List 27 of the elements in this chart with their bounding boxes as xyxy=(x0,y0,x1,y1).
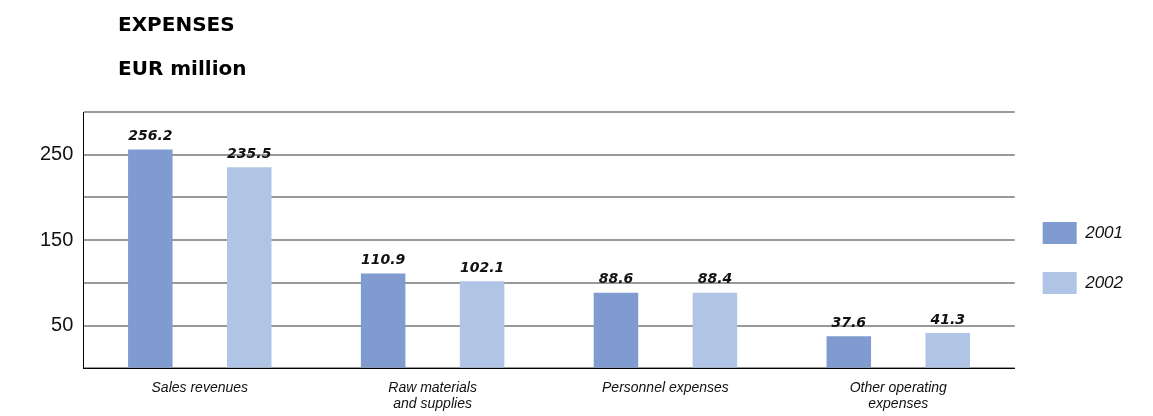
bar xyxy=(227,167,272,368)
data-label: 110.9 xyxy=(360,251,406,268)
bar xyxy=(692,292,738,368)
x-tick-label: Other operating expenses xyxy=(849,378,948,412)
chart-title: EXPENSES xyxy=(118,12,235,36)
bar xyxy=(128,149,173,368)
data-label: 37.6 xyxy=(831,313,867,330)
data-label: 88.6 xyxy=(598,270,634,287)
bar xyxy=(360,273,406,368)
bar xyxy=(459,281,505,368)
x-tick-label: Sales revenues xyxy=(151,378,249,395)
data-label: 88.4 xyxy=(697,270,733,287)
y-axis-title: EUR million xyxy=(118,56,247,80)
y-tick-label: 250 xyxy=(39,142,74,165)
y-tick-label: 50 xyxy=(51,313,74,336)
bar xyxy=(593,292,639,368)
legend-label: 2001 xyxy=(1084,222,1124,242)
data-label: 41.3 xyxy=(929,310,966,327)
x-tick-label: Personnel expenses xyxy=(602,378,729,395)
x-tick-label: Raw materials and supplies xyxy=(388,378,477,412)
bar xyxy=(925,333,971,368)
data-label: 102.1 xyxy=(459,258,505,275)
data-label: 256.2 xyxy=(128,127,173,144)
y-tick-label: 150 xyxy=(39,227,74,250)
data-label: 235.5 xyxy=(227,144,272,161)
legend-label: 2002 xyxy=(1084,272,1124,292)
bar xyxy=(826,336,872,368)
